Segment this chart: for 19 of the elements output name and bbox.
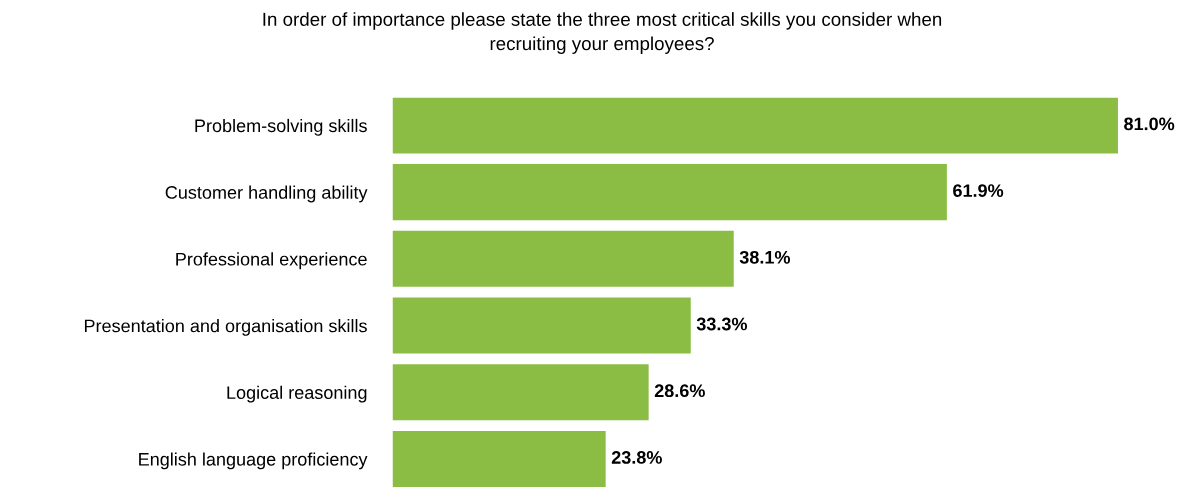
bar [392, 230, 734, 287]
y-tick-label: English language proficiency [139, 452, 368, 470]
bar [392, 364, 649, 421]
data-label: 23.8% [611, 451, 662, 464]
y-tick-label: Logical reasoning [227, 385, 367, 403]
y-tick-label: Professional experience [176, 252, 367, 270]
bar [392, 97, 1118, 154]
bar [392, 297, 691, 354]
y-tick-label: Customer handling ability [165, 185, 368, 203]
data-label: 81.0% [1124, 117, 1175, 131]
chart-title: In order of importance please state the three most critical skills you consider when recruiting your employees? [263, 12, 942, 54]
bar [392, 430, 606, 487]
data-label: 61.9% [953, 184, 1004, 197]
data-label: 33.3% [696, 317, 748, 331]
data-label: 28.6% [654, 384, 705, 398]
data-label: 38.1% [739, 250, 791, 264]
y-tick-label: Presentation and organisation skills [84, 319, 367, 336]
bar [392, 164, 947, 221]
y-tick-label: Problem-solving skills [195, 118, 367, 136]
